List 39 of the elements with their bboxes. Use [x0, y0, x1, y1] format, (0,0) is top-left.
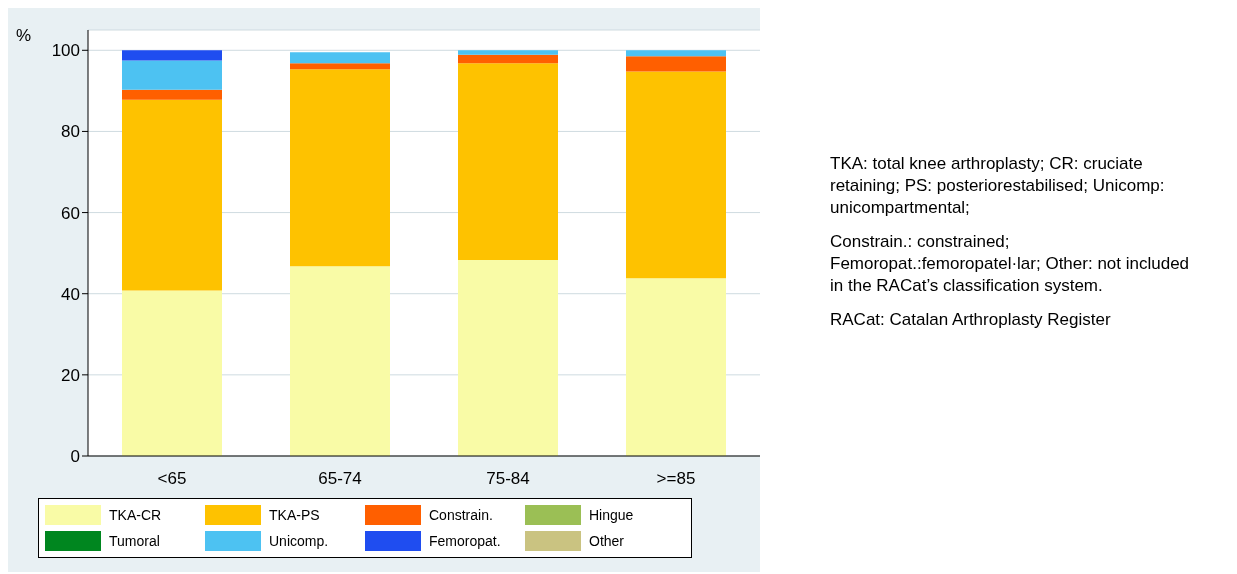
legend-label: TKA-CR — [109, 507, 162, 523]
bar — [626, 56, 726, 72]
bar — [290, 69, 390, 267]
bar — [626, 50, 726, 57]
legend-label: Femoropat. — [429, 533, 501, 549]
bar — [458, 260, 558, 456]
legend-label: TKA-PS — [269, 507, 320, 523]
legend-label: Tumoral — [109, 533, 160, 549]
x-tick-label: 65-74 — [318, 469, 362, 489]
y-tick-label: 20 — [61, 365, 80, 385]
legend-label: Constrain. — [429, 507, 493, 523]
bar — [122, 99, 222, 291]
text: Constrain.: constrained; Femoropat.:femoropatel·lar; Other: not included in the RACat’s classification system. — [830, 231, 1190, 297]
legend-label: Unicomp. — [269, 533, 329, 549]
x-tick-label: >=85 — [656, 469, 696, 489]
bar — [290, 63, 390, 70]
bar — [458, 50, 558, 55]
bar — [626, 71, 726, 279]
bar — [290, 266, 390, 456]
x-tick-label: <65 — [157, 469, 187, 489]
bar — [458, 63, 558, 261]
text: TKA: total knee arthroplasty; CR: cruciate retaining; PS: posteriorestabilised; Unicomp: unicompartmental; — [830, 153, 1166, 219]
y-tick-label: 0 — [70, 447, 80, 467]
bar — [122, 50, 222, 61]
legend-label: Hingue — [589, 507, 634, 523]
bar — [458, 54, 558, 64]
bar — [122, 89, 222, 100]
text: RACat: Catalan Arthroplasty Register — [830, 309, 1112, 331]
bar — [122, 60, 222, 90]
bar — [626, 278, 726, 456]
y-tick-label: 100 — [51, 41, 80, 61]
bar — [122, 290, 222, 456]
y-tick-label: 80 — [61, 122, 80, 142]
y-axis-title: % — [16, 26, 32, 46]
bar — [290, 52, 390, 64]
legend-label: Other — [589, 533, 625, 549]
x-tick-label: 75-84 — [486, 469, 530, 489]
y-tick-label: 40 — [61, 284, 80, 304]
y-tick-label: 60 — [61, 203, 80, 223]
